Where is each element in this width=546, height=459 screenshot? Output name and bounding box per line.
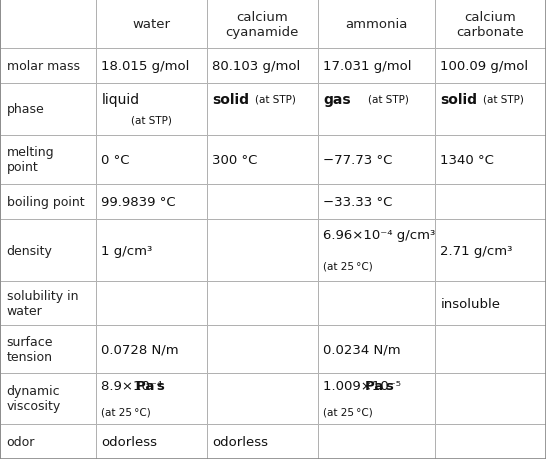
Text: 1.009×10⁻⁵: 1.009×10⁻⁵ xyxy=(323,379,406,392)
Bar xyxy=(207,84,318,135)
Text: (at 25 °C): (at 25 °C) xyxy=(102,407,151,416)
Text: phase: phase xyxy=(7,103,44,116)
Bar xyxy=(207,185,318,219)
Text: liquid: liquid xyxy=(102,92,139,106)
Text: (at STP): (at STP) xyxy=(131,115,172,125)
Text: odorless: odorless xyxy=(212,435,268,448)
Text: (at STP): (at STP) xyxy=(368,94,409,104)
Text: (at STP): (at STP) xyxy=(254,94,295,104)
Text: dynamic
viscosity: dynamic viscosity xyxy=(7,385,61,413)
Bar xyxy=(207,325,318,373)
Text: insoluble: insoluble xyxy=(441,297,501,310)
Text: 80.103 g/mol: 80.103 g/mol xyxy=(212,60,301,73)
Bar xyxy=(207,373,318,424)
Bar xyxy=(207,219,318,282)
Text: water: water xyxy=(132,18,170,31)
Text: 6.96×10⁻⁴ g/cm³: 6.96×10⁻⁴ g/cm³ xyxy=(323,228,436,241)
Bar xyxy=(318,84,435,135)
Bar xyxy=(96,219,207,282)
Bar xyxy=(96,325,207,373)
Text: 0 °C: 0 °C xyxy=(102,153,130,166)
Bar xyxy=(318,135,435,185)
Bar xyxy=(435,84,546,135)
Bar xyxy=(96,424,207,459)
Bar xyxy=(0,219,96,282)
Text: 100.09 g/mol: 100.09 g/mol xyxy=(441,60,529,73)
Text: odor: odor xyxy=(7,435,35,448)
Text: melting
point: melting point xyxy=(7,146,54,174)
Text: calcium
carbonate: calcium carbonate xyxy=(456,11,524,39)
Bar xyxy=(96,84,207,135)
Bar xyxy=(0,135,96,185)
Bar xyxy=(0,0,96,49)
Bar xyxy=(318,373,435,424)
Text: boiling point: boiling point xyxy=(7,196,84,208)
Bar xyxy=(96,282,207,325)
Text: (at STP): (at STP) xyxy=(483,94,524,104)
Text: odorless: odorless xyxy=(102,435,157,448)
Text: 0.0234 N/m: 0.0234 N/m xyxy=(323,343,401,356)
Text: solid: solid xyxy=(441,92,477,106)
Bar xyxy=(435,325,546,373)
Bar xyxy=(0,282,96,325)
Bar xyxy=(318,185,435,219)
Bar xyxy=(96,135,207,185)
Text: density: density xyxy=(7,244,52,257)
Text: (at 25 °C): (at 25 °C) xyxy=(323,407,373,416)
Bar xyxy=(96,0,207,49)
Bar xyxy=(207,135,318,185)
Text: 1340 °C: 1340 °C xyxy=(441,153,494,166)
Bar xyxy=(435,219,546,282)
Text: solid: solid xyxy=(212,92,250,106)
Text: −77.73 °C: −77.73 °C xyxy=(323,153,393,166)
Bar xyxy=(318,219,435,282)
Text: 300 °C: 300 °C xyxy=(212,153,258,166)
Text: 17.031 g/mol: 17.031 g/mol xyxy=(323,60,412,73)
Text: surface
tension: surface tension xyxy=(7,335,53,363)
Bar xyxy=(96,373,207,424)
Bar xyxy=(0,325,96,373)
Bar xyxy=(435,49,546,84)
Text: 0.0728 N/m: 0.0728 N/m xyxy=(102,343,179,356)
Bar xyxy=(435,373,546,424)
Bar xyxy=(318,282,435,325)
Text: 99.9839 °C: 99.9839 °C xyxy=(102,196,176,208)
Bar xyxy=(435,282,546,325)
Text: ammonia: ammonia xyxy=(345,18,408,31)
Bar xyxy=(435,424,546,459)
Bar xyxy=(0,185,96,219)
Bar xyxy=(318,325,435,373)
Text: (at 25 °C): (at 25 °C) xyxy=(323,261,373,271)
Bar xyxy=(0,373,96,424)
Bar xyxy=(435,135,546,185)
Bar xyxy=(435,0,546,49)
Bar xyxy=(96,185,207,219)
Text: 2.71 g/cm³: 2.71 g/cm³ xyxy=(441,244,513,257)
Text: 1 g/cm³: 1 g/cm³ xyxy=(102,244,152,257)
Bar xyxy=(318,49,435,84)
Bar xyxy=(435,185,546,219)
Bar xyxy=(207,282,318,325)
Bar xyxy=(96,49,207,84)
Bar xyxy=(318,424,435,459)
Bar xyxy=(318,0,435,49)
Text: 18.015 g/mol: 18.015 g/mol xyxy=(102,60,189,73)
Text: −33.33 °C: −33.33 °C xyxy=(323,196,393,208)
Text: Pa s: Pa s xyxy=(136,379,164,392)
Text: 8.9×10⁻⁴: 8.9×10⁻⁴ xyxy=(102,379,167,392)
Text: gas: gas xyxy=(323,92,351,106)
Bar xyxy=(0,84,96,135)
Bar xyxy=(207,424,318,459)
Text: solubility in
water: solubility in water xyxy=(7,290,78,318)
Text: Pa s: Pa s xyxy=(365,379,394,392)
Bar xyxy=(207,49,318,84)
Text: molar mass: molar mass xyxy=(7,60,80,73)
Text: calcium
cyanamide: calcium cyanamide xyxy=(225,11,299,39)
Bar xyxy=(0,49,96,84)
Bar xyxy=(207,0,318,49)
Bar xyxy=(0,424,96,459)
